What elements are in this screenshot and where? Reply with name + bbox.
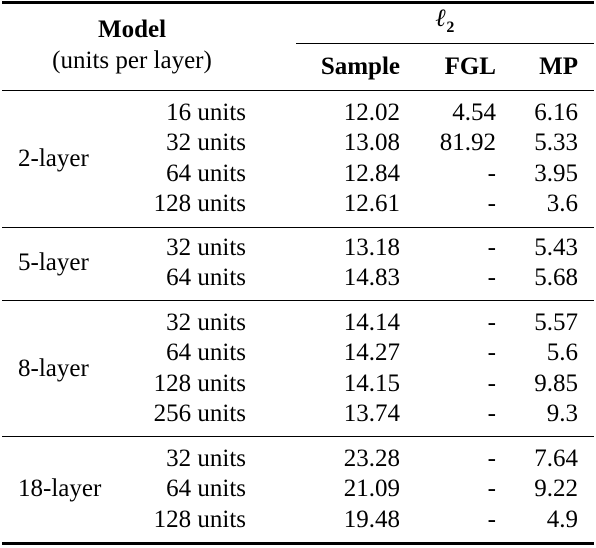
units-cell: 64 units <box>166 264 246 292</box>
fgl-cell: - <box>487 234 496 261</box>
units-cell: 32 units <box>166 234 246 261</box>
sample-cell: 14.14 <box>343 309 400 336</box>
sample-cell: 19.48 <box>343 505 400 533</box>
sample-cell: 13.74 <box>343 400 400 428</box>
sample-cell: 13.08 <box>343 129 400 157</box>
units-cell: 16 units <box>166 99 246 126</box>
units-cell: 128 units <box>153 505 246 533</box>
units-cell: 128 units <box>153 369 246 397</box>
model-subheader: (units per layer) <box>52 47 212 74</box>
sample-cell: 14.27 <box>343 339 400 367</box>
mp-cell: 9.3 <box>546 400 578 428</box>
model-header: Model <box>97 16 167 43</box>
fgl-cell: - <box>487 505 496 533</box>
metric-subscript: 2 <box>446 19 455 36</box>
sample-cell: 12.84 <box>343 159 400 187</box>
sample-cell: 12.02 <box>343 99 400 126</box>
mp-cell: 6.16 <box>534 99 578 126</box>
top-rule <box>2 1 594 4</box>
sample-cell: 21.09 <box>343 475 400 503</box>
fgl-cell: - <box>487 369 496 397</box>
units-cell: 64 units <box>166 475 246 503</box>
metric-underline <box>296 43 594 45</box>
group-label: 5-layer <box>18 249 89 277</box>
group-label: 2-layer <box>18 144 89 172</box>
column-header-sample: Sample <box>320 53 400 80</box>
group-rule <box>2 300 594 302</box>
group-rule <box>2 436 594 438</box>
mp-cell: 5.43 <box>534 234 578 261</box>
mp-cell: 5.6 <box>546 339 578 367</box>
mp-cell: 9.22 <box>534 475 578 503</box>
group-label: 18-layer <box>18 475 102 503</box>
mp-cell: 3.95 <box>534 159 578 187</box>
sample-cell: 14.15 <box>343 369 400 397</box>
fgl-cell: - <box>487 400 496 428</box>
units-cell: 32 units <box>166 445 246 472</box>
group-rule <box>2 227 594 229</box>
metric-header: ℓ2 <box>296 4 594 43</box>
fgl-cell: - <box>487 264 496 292</box>
units-cell: 64 units <box>166 339 246 367</box>
mp-cell: 7.64 <box>534 445 578 472</box>
units-cell: 32 units <box>166 129 246 157</box>
mp-cell: 5.68 <box>534 264 578 292</box>
group-label: 8-layer <box>18 354 89 382</box>
sample-cell: 12.61 <box>343 190 400 218</box>
units-cell: 128 units <box>153 190 246 218</box>
units-cell: 256 units <box>153 400 246 428</box>
fgl-cell: - <box>487 475 496 503</box>
bottom-rule <box>2 542 594 545</box>
fgl-cell: 4.54 <box>452 99 496 126</box>
fgl-cell: 81.92 <box>439 129 496 157</box>
fgl-cell: - <box>487 339 496 367</box>
sample-cell: 13.18 <box>343 234 400 261</box>
fgl-cell: - <box>487 159 496 187</box>
fgl-cell: - <box>487 190 496 218</box>
column-header-fgl: FGL <box>444 53 496 80</box>
sample-cell: 23.28 <box>343 445 400 472</box>
units-cell: 64 units <box>166 159 246 187</box>
column-header-mp: MP <box>539 53 578 80</box>
units-cell: 32 units <box>166 309 246 336</box>
mp-cell: 5.57 <box>534 309 578 336</box>
header-rule <box>2 90 594 92</box>
sample-cell: 14.83 <box>343 264 400 292</box>
fgl-cell: - <box>487 309 496 336</box>
fgl-cell: - <box>487 445 496 472</box>
mp-cell: 4.9 <box>546 505 578 533</box>
mp-cell: 3.6 <box>546 190 578 218</box>
mp-cell: 9.85 <box>534 369 578 397</box>
mp-cell: 5.33 <box>534 129 578 157</box>
metric-symbol: ℓ <box>435 5 447 32</box>
